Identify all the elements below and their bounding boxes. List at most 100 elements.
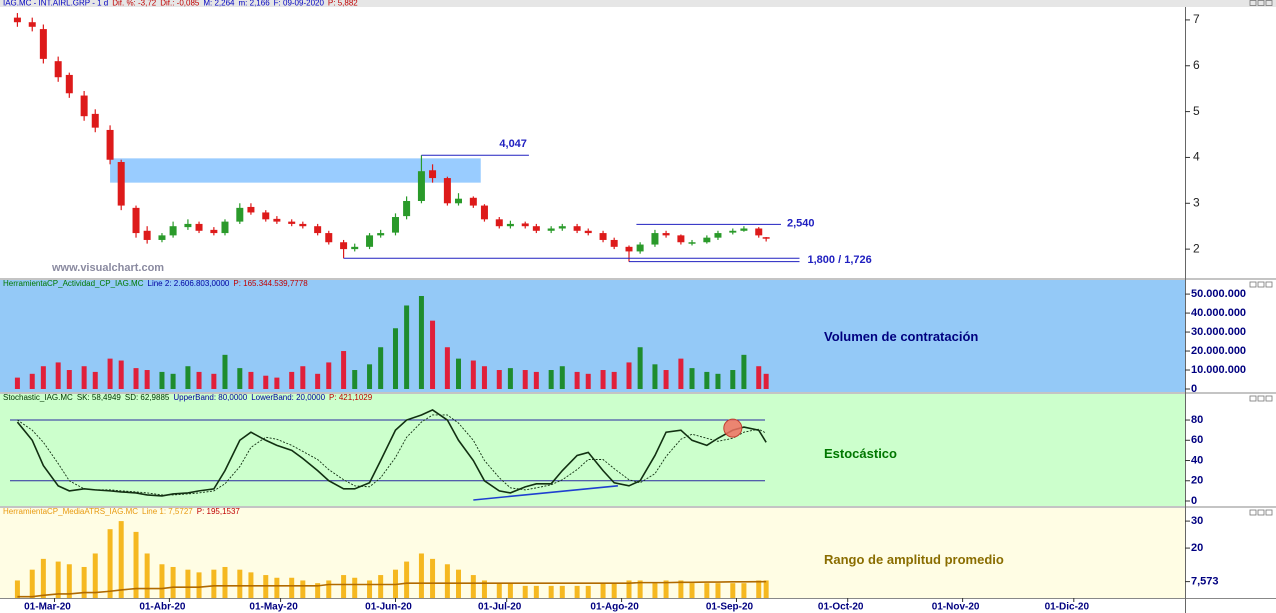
y-tick-label: 20: [1191, 475, 1203, 487]
minimize-button[interactable]: [1249, 509, 1257, 516]
candle-body: [762, 237, 770, 239]
candle-body: [584, 230, 592, 234]
candle-body: [532, 226, 540, 231]
minimize-button[interactable]: [1249, 395, 1257, 402]
candle-body: [221, 221, 229, 234]
volume-bar: [548, 370, 554, 389]
atr-bar: [507, 583, 513, 598]
candle-body: [169, 226, 177, 236]
volume-bar: [196, 371, 202, 389]
volume-bar: [456, 358, 462, 389]
atr-bar: [133, 531, 139, 598]
y-tick-label: 30: [1191, 515, 1203, 527]
y-tick-label: 3: [1193, 195, 1200, 209]
close-button[interactable]: [1265, 0, 1273, 6]
y-tick-label: 7,573: [1191, 576, 1219, 588]
header-item: F: 09-09-2020: [274, 0, 325, 8]
stochastic-panel: [0, 394, 1185, 506]
atr-bar: [352, 577, 358, 598]
volume-bar: [404, 305, 410, 389]
atr-bar: [652, 583, 658, 598]
minimize-button[interactable]: [1249, 0, 1257, 6]
atr-bar: [144, 553, 150, 598]
maximize-button[interactable]: [1257, 0, 1265, 6]
volume-bar: [144, 370, 150, 389]
volume-bar: [118, 360, 124, 389]
volume-bar: [14, 377, 20, 389]
atr-bar: [741, 583, 747, 598]
maximize-button[interactable]: [1257, 281, 1265, 288]
candle-body: [247, 206, 255, 213]
volume-bar: [211, 373, 217, 389]
volume-bar: [92, 371, 98, 389]
level-label: 4,047: [499, 138, 527, 150]
header-item: Line 2: 2.606.803,0000: [148, 279, 230, 288]
atr-bar: [533, 585, 539, 598]
atr-bar: [92, 553, 98, 598]
close-button[interactable]: [1265, 281, 1273, 288]
candle-body: [117, 162, 125, 206]
candle-body: [703, 237, 711, 243]
candle-body: [573, 226, 581, 231]
candle-body: [366, 235, 374, 247]
candle-body: [506, 223, 514, 227]
x-tick-label: 01-May-20: [249, 602, 298, 613]
volume-bar: [159, 371, 165, 389]
volume-bar: [289, 371, 295, 389]
atr-bar: [315, 583, 321, 598]
header-item: P: 421,1029: [329, 393, 373, 402]
level-label: 2,540: [787, 217, 815, 229]
header-item: SD: 62,9885: [125, 393, 170, 402]
price-header-bar: [0, 0, 1276, 7]
atr-bar: [185, 569, 191, 598]
candle-body: [599, 233, 607, 240]
atr-bar: [81, 566, 87, 598]
candle-body: [340, 242, 348, 250]
header-item: Dif. %: -3,72: [112, 0, 157, 8]
atr-bar: [548, 585, 554, 598]
atr-bar: [66, 564, 72, 598]
stochastic-line: [16, 409, 767, 497]
candle-body: [443, 178, 451, 204]
atr-bar: [29, 569, 35, 598]
volume-bar: [533, 371, 539, 389]
atr-bar: [689, 583, 695, 598]
volume-bar: [237, 368, 243, 389]
candle-body: [455, 198, 463, 204]
volume-bar: [430, 320, 436, 389]
y-tick-label: 50.000.000: [1191, 288, 1246, 300]
volume-bar: [470, 360, 476, 389]
highlight-marker: [723, 418, 743, 438]
header-item: HerramientaCP_MediaATRS_IAG.MC: [3, 507, 138, 516]
candle-body: [429, 170, 437, 179]
candle-body: [547, 228, 555, 231]
close-button[interactable]: [1265, 395, 1273, 402]
volume-bar: [263, 375, 269, 389]
minimize-button[interactable]: [1249, 281, 1257, 288]
candle-body: [625, 246, 633, 252]
volume-bar: [29, 373, 35, 389]
atr-panel: [0, 508, 1185, 598]
volume-bar: [418, 295, 424, 389]
header-item: HerramientaCP_Actividad_CP_IAG.MC: [3, 279, 144, 288]
candle-body: [417, 171, 425, 201]
maximize-button[interactable]: [1257, 395, 1265, 402]
candle-body: [54, 61, 62, 78]
candle-body: [288, 221, 296, 224]
atr-bar: [40, 558, 46, 598]
volume-bar: [274, 377, 280, 389]
candle-body: [65, 74, 73, 94]
atr-bar: [704, 583, 710, 598]
volume-bar: [626, 362, 632, 389]
header-item: Dif.: -0,085: [160, 0, 200, 8]
volume-bar: [315, 373, 321, 389]
maximize-button[interactable]: [1257, 509, 1265, 516]
volume-bar: [248, 371, 254, 389]
candle-body: [677, 235, 685, 243]
candle-body: [314, 226, 322, 234]
y-tick-label: 6: [1193, 58, 1200, 72]
candle-body: [91, 113, 99, 128]
close-button[interactable]: [1265, 509, 1273, 516]
header-item: UpperBand: 80,0000: [173, 393, 247, 402]
panel-header: HerramientaCP_MediaATRS_IAG.MC Line 1: 7,…: [3, 507, 240, 516]
